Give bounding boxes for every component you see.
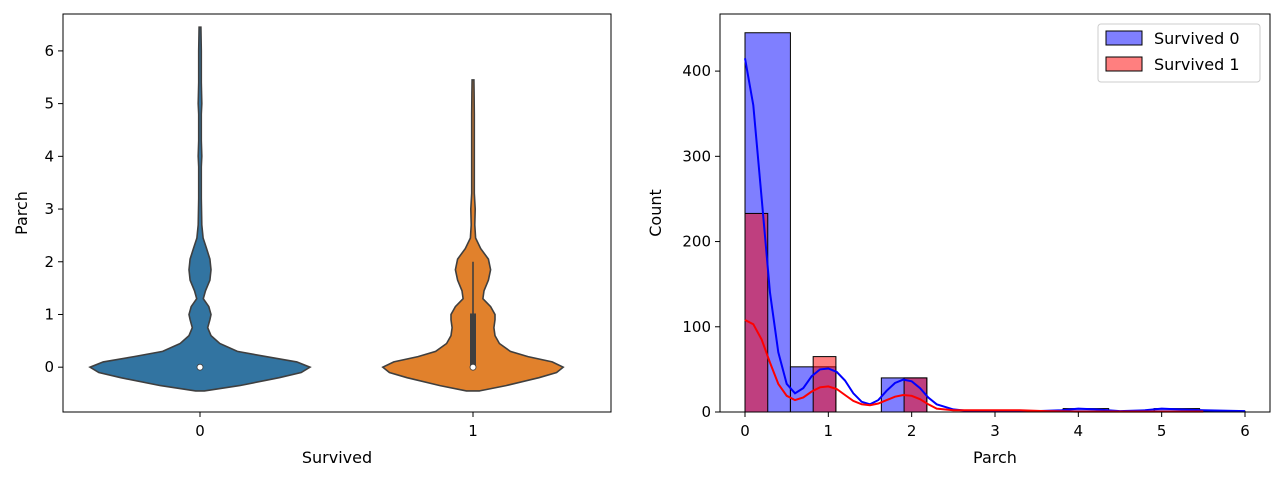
- violin-y-tick-label: 0: [44, 358, 54, 376]
- hist-y-tick-label: 200: [682, 233, 711, 251]
- violin-0: [88, 26, 312, 392]
- hist-y-tick-label: 0: [701, 403, 711, 421]
- violin-median-1: [469, 363, 477, 371]
- legend-label-survived-1: Survived 1: [1154, 55, 1240, 74]
- hist-bar-survived-1: [812, 356, 837, 413]
- violin-x-tick-label: 0: [195, 422, 205, 440]
- violin-plot-panel: 0 1 2 3 4 5 6 0 1 Survived Parch: [12, 13, 612, 467]
- hist-x-tick-label: 6: [1240, 422, 1250, 440]
- histogram-panel: 0 100 200 300 400 0 1 2 3 4 5 6 Parch Count Surviv…: [646, 13, 1271, 467]
- violin-y-tick-label: 1: [44, 305, 54, 323]
- violin-iqr-box-1: [470, 313, 476, 369]
- hist-y-tick-label: 400: [682, 62, 711, 80]
- legend-swatch-survived-1: [1105, 56, 1143, 72]
- violin-x-tick-label: 1: [468, 422, 478, 440]
- hist-x-tick-label: 2: [907, 422, 917, 440]
- violin-y-axis-label: Parch: [12, 191, 31, 235]
- hist-y-tick-label: 300: [682, 147, 711, 165]
- violin-x-axis-label: Survived: [302, 448, 372, 467]
- legend-swatch-survived-0: [1105, 30, 1143, 46]
- kde-line-survived-0: [744, 58, 1246, 413]
- hist-x-tick-label: 3: [990, 422, 1000, 440]
- violin-y-tick-label: 2: [44, 253, 54, 271]
- hist-x-tick-label: 5: [1157, 422, 1167, 440]
- hist-x-tick-label: 4: [1074, 422, 1084, 440]
- violin-1: [381, 79, 565, 392]
- violin-y-tick-label: 5: [44, 95, 54, 113]
- violin-y-tick-label: 3: [44, 200, 54, 218]
- hist-x-tick-label: 1: [824, 422, 834, 440]
- histogram-x-axis-label: Parch: [973, 448, 1017, 467]
- hist-x-tick-label: 0: [740, 422, 750, 440]
- histogram-legend: Survived 0 Survived 1: [1097, 23, 1261, 83]
- violin-median-0: [196, 363, 204, 371]
- kde-line-survived-1: [744, 319, 1204, 413]
- hist-bar-survived-1: [744, 212, 769, 413]
- violin-y-tick-label: 4: [44, 147, 54, 165]
- violin-y-tick-label: 6: [44, 42, 54, 60]
- violin-plot-frame: [62, 13, 612, 413]
- legend-label-survived-0: Survived 0: [1154, 29, 1240, 48]
- histogram-y-axis-label: Count: [646, 189, 665, 237]
- hist-y-tick-label: 100: [682, 318, 711, 336]
